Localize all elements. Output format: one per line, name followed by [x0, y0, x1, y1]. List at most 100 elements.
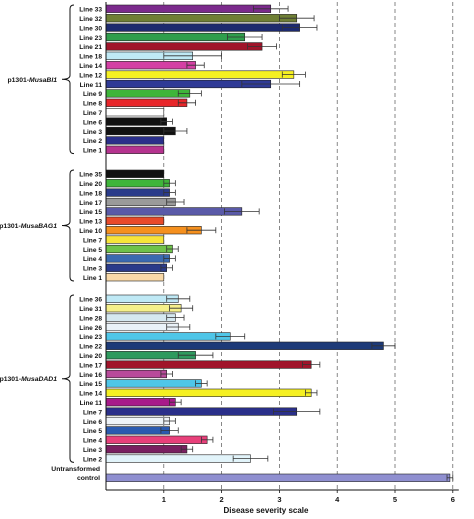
group-brace [61, 4, 75, 155]
bar-label: Line 33 [79, 7, 102, 14]
bar-label: Line 20 [79, 353, 102, 360]
x-tick-label: 6 [451, 495, 455, 504]
bar-line-2 [105, 136, 165, 145]
bar-label: Line 16 [79, 372, 102, 379]
error-bar [177, 90, 202, 97]
bar-label: Line 22 [79, 344, 102, 351]
error-bar [163, 128, 188, 134]
bar-line-9 [105, 89, 191, 98]
bar-line-6 [105, 117, 167, 126]
bar-label: Line 6 [83, 119, 102, 126]
bars [105, 4, 454, 482]
error-bar [163, 189, 176, 196]
error-bar [163, 418, 176, 424]
error-bar [163, 52, 223, 59]
error-bar [166, 199, 185, 205]
error-bar [273, 408, 321, 415]
bar-line-35 [105, 169, 165, 178]
bar-label: Line 1 [83, 275, 102, 282]
bar-label: Line 5 [83, 247, 102, 254]
bar-line-3 [105, 445, 188, 454]
error-bar [226, 34, 263, 40]
bar-line-21 [105, 42, 263, 51]
bar-line-15 [105, 379, 202, 388]
bar-label: Line 23 [79, 35, 102, 42]
bar-line-14 [105, 61, 196, 70]
bar-label: Line 12 [79, 72, 102, 79]
bar-label: Line 17 [79, 200, 102, 207]
bar-label: Line 18 [79, 190, 102, 197]
error-bar [186, 62, 205, 69]
bar-line-32 [105, 14, 298, 23]
x-tick-label: 5 [393, 495, 397, 504]
error-bar [186, 227, 217, 234]
error-bar [247, 43, 277, 50]
bar-label: Line 17 [79, 362, 102, 369]
bar-label: Line 21 [79, 44, 102, 51]
bar-line-23 [105, 32, 246, 42]
bar-label: Line 8 [83, 101, 102, 108]
bar-line-5 [105, 426, 170, 435]
bar-label: Line 15 [79, 209, 102, 216]
error-bar [166, 246, 179, 252]
bar-line-18 [105, 188, 170, 197]
bar-label: Line 1 [83, 148, 102, 155]
bar-label: Line 4 [83, 438, 102, 445]
bar-label: Line 14 [79, 391, 102, 398]
bar-label: Line 23 [79, 334, 102, 341]
bar-line-1 [105, 273, 165, 282]
bar-label: Line 35 [79, 172, 102, 179]
error-bar [195, 380, 208, 387]
bar-line-22 [105, 341, 384, 350]
bar-line-23 [105, 332, 231, 341]
bar-label: Line 7 [83, 110, 102, 117]
bar-line-12 [105, 70, 295, 79]
error-bar [160, 371, 173, 377]
bar-label: Line 31 [79, 306, 102, 313]
error-bar [446, 474, 454, 481]
bar-label: Line 11 [80, 82, 103, 89]
bar-line-8 [105, 98, 188, 107]
error-bar [166, 324, 191, 330]
bar-line-11 [105, 398, 176, 407]
bar-label: Line 3 [83, 266, 102, 273]
bar-line-5 [105, 244, 173, 254]
bar-label: Line 15 [79, 381, 102, 388]
bar-line-13 [105, 216, 165, 225]
bar-line-28 [105, 313, 176, 322]
error-bar [160, 427, 179, 434]
bar-label: Line 2 [83, 138, 102, 145]
error-bar [215, 333, 246, 340]
control-label: Untransformed [51, 466, 100, 473]
bar-label: Line 3 [83, 129, 102, 136]
error-bar [252, 5, 289, 12]
error-bar [224, 208, 260, 215]
bar-label: Line 30 [79, 25, 102, 32]
bar-label: Line 5 [83, 428, 102, 435]
bar-line-4 [105, 254, 170, 263]
error-bar [163, 255, 176, 262]
group-brace [61, 169, 75, 282]
bar-line-17 [105, 360, 312, 369]
bar-label: Line 26 [79, 325, 102, 332]
bar-label: Line 7 [83, 409, 102, 416]
x-tick-label: 3 [277, 495, 281, 504]
bar-label: Line 6 [83, 419, 102, 426]
x-tick-label: 4 [335, 495, 340, 504]
bar-label: Line 13 [79, 219, 102, 226]
group-label: p1301-MusaBI1 [8, 77, 58, 84]
error-bar [160, 264, 173, 271]
error-bar [160, 118, 173, 125]
error-bar [371, 342, 396, 349]
x-axis-title: Disease severity scale [224, 506, 310, 515]
bar-line-15 [105, 207, 243, 216]
error-bar [278, 15, 315, 22]
error-bar [169, 305, 194, 312]
bar-label: Line 2 [83, 456, 102, 463]
bar-line-7 [105, 235, 165, 244]
bar-label: Line 32 [79, 16, 102, 23]
bar-label: Line 36 [79, 297, 102, 304]
bar-line-30 [105, 23, 300, 32]
bar-label: Line 4 [83, 256, 102, 263]
bar-label: Line 11 [80, 400, 103, 407]
